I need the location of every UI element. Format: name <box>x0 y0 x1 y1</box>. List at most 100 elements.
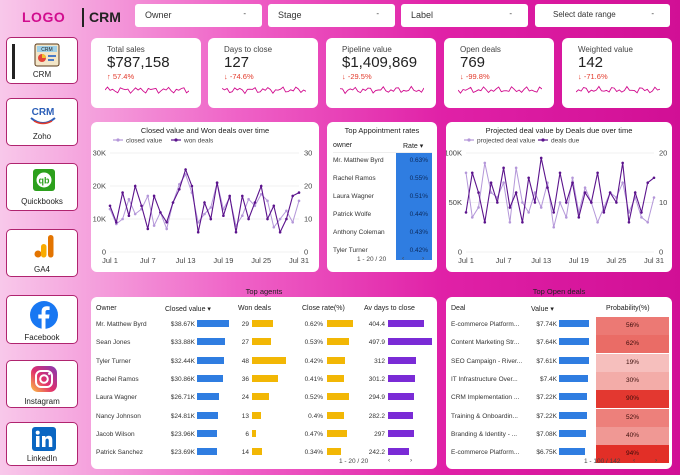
deal-name[interactable]: IT Infrastructure Over... <box>451 375 518 383</box>
pagination-info: 1 - 20 / 20 <box>339 458 369 465</box>
nav-crm[interactable]: CRM CRM <box>6 37 78 84</box>
col-header-deal[interactable]: Deal <box>451 305 466 312</box>
data-point <box>608 191 612 194</box>
stage-filter[interactable]: Stage - <box>268 4 395 27</box>
close-rate-bar <box>327 411 344 419</box>
deal-name[interactable]: E-commerce Platform... <box>451 449 520 457</box>
label-filter[interactable]: Label - <box>401 4 528 27</box>
col-header-value[interactable]: Value ▾ <box>531 305 554 313</box>
col-header-close-rate[interactable]: Close rate(%) <box>302 305 345 312</box>
deal-value-bar <box>559 320 589 327</box>
nav-ga4[interactable]: GA4 <box>6 229 78 277</box>
data-point <box>571 181 574 184</box>
closed-value-bar <box>197 320 229 327</box>
y-left-tick-label: 30K <box>93 149 106 158</box>
deal-name[interactable]: Training & Onboardin... <box>451 412 518 420</box>
x-tick-label: Jul 13 <box>531 256 551 265</box>
agent-owner: Laura Wagner <box>96 394 137 402</box>
kpi-days-to-close: Days to close 127 ↓ -74.6% <box>208 38 318 108</box>
agent-av-days: 301.2 <box>368 375 385 383</box>
data-point <box>152 194 156 198</box>
data-point <box>539 156 543 160</box>
agent-won-deals: 36 <box>241 375 249 383</box>
app-title: CRM <box>89 9 121 25</box>
col-header-closed-value[interactable]: Closed value ▾ <box>165 305 211 313</box>
agent-owner: Mr. Matthew Byrd <box>96 321 147 328</box>
nav-zoho[interactable]: CRM Zoho <box>6 98 78 146</box>
kpi-title: Total sales <box>107 45 145 54</box>
data-point <box>527 211 530 214</box>
deal-value-bar <box>559 356 589 364</box>
won-deals-bar <box>252 429 257 437</box>
rate-cell: 0.44% <box>396 206 432 224</box>
av-days-bar <box>388 411 413 419</box>
won-deals-bar <box>252 393 269 401</box>
data-point <box>291 194 294 198</box>
deal-value-bar <box>559 448 586 456</box>
agent-closed-value: $23.69K <box>170 449 195 457</box>
col-header-owner[interactable]: Owner <box>96 305 117 312</box>
label-filter-caret-icon: - <box>509 9 512 18</box>
agent-close-rate: 0.41% <box>304 375 323 383</box>
data-point <box>508 221 512 224</box>
probability-cell: 56% <box>596 317 669 335</box>
deal-value: $7.22K <box>536 394 557 402</box>
deal-name[interactable]: Content Marketing Str... <box>451 339 520 347</box>
prev-page-button[interactable]: ‹ <box>633 457 636 464</box>
data-point <box>470 216 474 219</box>
rate-cell: 0.51% <box>396 188 432 206</box>
col-header-probability[interactable]: Probability(%) <box>606 305 650 312</box>
closed-value-bar <box>197 448 217 456</box>
nav-crm-label: CRM <box>32 70 52 79</box>
agent-close-rate: 0.62% <box>304 321 323 328</box>
col-header-av-days[interactable]: Av days to close <box>364 305 415 312</box>
deal-name[interactable]: SEO Campaign - River... <box>451 357 523 365</box>
y-left-tick-label: 20K <box>93 182 106 191</box>
nav-facebook[interactable]: Facebook <box>6 295 78 344</box>
next-page-button[interactable]: › <box>422 255 425 262</box>
owner-filter[interactable]: Owner - <box>135 4 262 27</box>
nav-instagram[interactable]: Instagram <box>6 360 78 408</box>
data-point <box>272 225 276 229</box>
close-rate-bar <box>327 320 353 327</box>
data-point <box>266 199 269 203</box>
sparkline-path <box>458 86 542 94</box>
nav-linkedin[interactable]: LinkedIn <box>6 422 78 466</box>
date-range-picker[interactable]: Select date range - <box>535 4 670 27</box>
data-point <box>196 230 200 234</box>
nav-facebook-label: Facebook <box>24 333 60 342</box>
y-right-tick-label: 10 <box>304 215 312 224</box>
closed-value-bar <box>197 411 218 419</box>
agent-av-days: 282.2 <box>368 412 385 420</box>
deal-value: $7.64K <box>536 339 557 347</box>
agent-won-deals: 24 <box>241 394 249 402</box>
col-header-rate[interactable]: Rate ▾ <box>403 142 423 150</box>
data-point <box>577 216 581 219</box>
prev-page-button[interactable]: ‹ <box>388 457 391 464</box>
data-point <box>564 201 568 204</box>
y-right-tick-label: 20 <box>304 182 312 191</box>
kpi-pipeline-value: Pipeline value $1,409,869 ↓ -29.5% <box>326 38 436 108</box>
deal-value: $7.22K <box>536 412 557 420</box>
nav-quickbooks[interactable]: qb Quickbooks <box>6 163 78 211</box>
data-point <box>596 171 599 175</box>
deal-value: $7.74K <box>536 321 557 328</box>
prev-page-button[interactable]: ‹ <box>402 255 405 262</box>
col-header-won-deals[interactable]: Won deals <box>238 305 271 312</box>
probability-cell: 90% <box>596 390 669 409</box>
col-header-owner[interactable]: owner <box>333 142 353 149</box>
next-page-button[interactable]: › <box>655 457 658 464</box>
close-rate-bar <box>327 429 347 437</box>
next-page-button[interactable]: › <box>410 457 413 464</box>
owner-filter-caret-icon: - <box>243 9 246 18</box>
data-point <box>165 227 168 231</box>
deal-name[interactable]: Branding & Identity - ... <box>451 430 518 438</box>
data-point <box>508 206 512 209</box>
ga4-icon <box>34 235 54 258</box>
data-point <box>203 212 206 216</box>
data-point <box>527 176 530 180</box>
agent-close-rate: 0.34% <box>304 449 323 457</box>
closed-value-chart-card: Closed value and Won deals over time 0 10… <box>91 122 319 272</box>
deal-name[interactable]: E-commerce Platform... <box>451 321 520 328</box>
deal-name[interactable]: CRM Implementation ... <box>451 394 520 402</box>
